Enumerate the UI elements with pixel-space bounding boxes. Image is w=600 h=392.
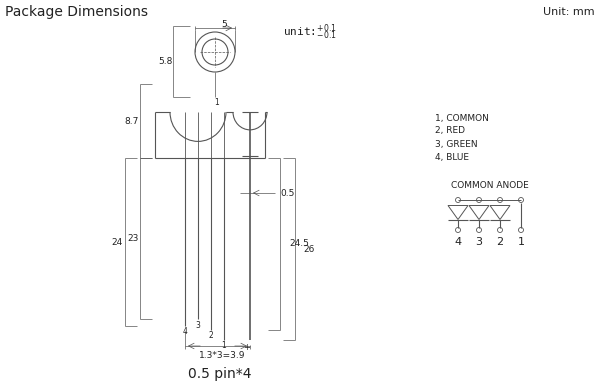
Text: 24.5: 24.5 [289,239,309,248]
Text: +: + [244,343,250,352]
Text: 4: 4 [182,327,187,336]
Text: 1, COMMON: 1, COMMON [435,114,489,123]
Text: COMMON ANODE: COMMON ANODE [451,180,529,189]
Text: 1: 1 [221,341,226,350]
Text: 4: 4 [454,237,461,247]
Text: 5: 5 [221,20,227,29]
Text: 2: 2 [496,237,503,247]
Text: 24: 24 [112,238,122,247]
Text: Unit: mm: Unit: mm [544,7,595,17]
Text: 2: 2 [209,331,214,340]
Text: 26: 26 [303,245,314,254]
Text: 4, BLUE: 4, BLUE [435,152,469,162]
Text: 8.7: 8.7 [125,116,139,125]
Text: 2, RED: 2, RED [435,127,465,136]
Text: 0.5: 0.5 [280,189,295,198]
Text: Package Dimensions: Package Dimensions [5,5,148,19]
Text: 3: 3 [196,321,200,330]
Text: 1.3*3=3.9: 1.3*3=3.9 [199,350,246,359]
Text: 1: 1 [517,237,524,247]
Text: 3: 3 [476,237,482,247]
Text: unit:$^{+0.1}_{-0.1}$: unit:$^{+0.1}_{-0.1}$ [283,22,337,42]
Text: 3, GREEN: 3, GREEN [435,140,478,149]
Text: 5.8: 5.8 [158,57,172,66]
Text: 0.5 pin*4: 0.5 pin*4 [188,367,252,381]
Text: 23: 23 [127,234,139,243]
Text: 1: 1 [214,98,219,107]
